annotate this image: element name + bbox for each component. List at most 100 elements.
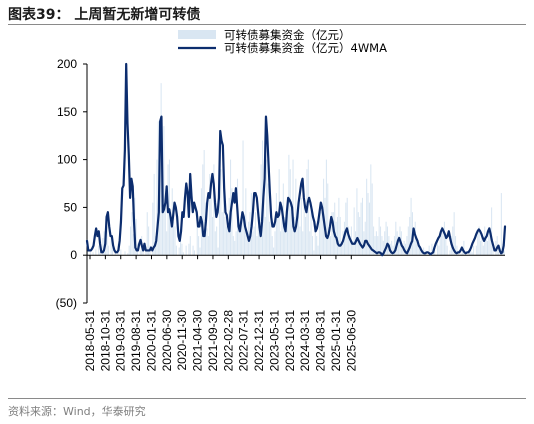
- bar: [421, 253, 423, 256]
- x-tick-labels: 2018-05-31 2018-10-31 2019-03-31 2019-08-31…: [83, 310, 358, 372]
- x-tick-label: 2018-05-31: [83, 310, 97, 372]
- bar: [274, 231, 276, 256]
- bar: [120, 249, 122, 256]
- source-note: 资料来源：Wind，华泰研究: [8, 405, 146, 418]
- x-tick-label: 2025-06-30: [344, 310, 358, 372]
- bar: [492, 247, 494, 256]
- y-tick-label: 0: [70, 248, 77, 262]
- bar: [356, 188, 358, 256]
- bar: [348, 226, 350, 256]
- bar: [477, 231, 479, 256]
- bar: [357, 212, 359, 256]
- bar: [456, 245, 458, 256]
- bar: [285, 231, 287, 256]
- bar: [330, 236, 332, 256]
- bar: [385, 221, 387, 256]
- x-tick-label: 2025-01-31: [329, 310, 343, 372]
- bar: [375, 231, 377, 256]
- bar: [110, 234, 112, 256]
- bar: [327, 183, 329, 256]
- bar: [463, 240, 465, 256]
- bar: [468, 252, 470, 256]
- bar: [178, 247, 180, 256]
- bar: [286, 202, 289, 256]
- bar: [410, 197, 412, 256]
- bar: [214, 231, 216, 256]
- legend: 可转债募集资金（亿元） 可转债募集资金（亿元）4WMA: [178, 28, 387, 55]
- bar: [103, 231, 105, 256]
- bar: [89, 250, 91, 256]
- bar: [395, 221, 397, 256]
- bar: [289, 169, 291, 256]
- x-tick-label: 2019-08-31: [129, 310, 143, 372]
- bar: [461, 250, 463, 256]
- bar: [132, 234, 134, 256]
- bar: [163, 126, 165, 256]
- bar: [334, 202, 336, 256]
- bar: [392, 245, 394, 256]
- bar: [384, 231, 386, 256]
- bar: [310, 207, 312, 256]
- bar: [471, 252, 473, 256]
- bar: [491, 207, 493, 256]
- bar: [470, 249, 472, 256]
- bar: [295, 178, 297, 256]
- bar: [216, 226, 218, 256]
- figure-title: 图表39： 上周暂无新增可转债: [8, 7, 201, 23]
- legend-label-line: 可转债募集资金（亿元）4WMA: [224, 41, 387, 55]
- bar: [317, 245, 319, 256]
- bar: [181, 243, 183, 256]
- bar: [420, 251, 422, 256]
- bar: [221, 212, 223, 256]
- bar: [314, 226, 316, 256]
- bar: [255, 212, 257, 256]
- bar: [377, 236, 379, 256]
- bar: [185, 245, 187, 256]
- bar: [338, 197, 340, 256]
- bar: [374, 236, 376, 256]
- bar: [434, 250, 436, 256]
- chart-svg: 可转债募集资金（亿元） 可转债募集资金（亿元）4WMA (50) 0 50 100 15…: [56, 28, 507, 372]
- bar: [193, 250, 195, 256]
- source-divider: [8, 398, 526, 399]
- bar: [311, 236, 314, 256]
- bar: [199, 247, 201, 256]
- bar: [224, 216, 226, 256]
- bar: [256, 236, 258, 256]
- bar: [346, 197, 348, 256]
- bar: [442, 231, 444, 256]
- bar: [478, 226, 480, 256]
- bar: [245, 188, 247, 256]
- bar: [453, 212, 455, 256]
- bar: [114, 252, 116, 256]
- bar: [270, 202, 272, 256]
- x-tick-label: 2024-08-31: [314, 310, 328, 372]
- bar: [95, 249, 97, 256]
- bar: [192, 245, 194, 256]
- bar: [98, 245, 100, 256]
- bar: [331, 212, 333, 256]
- bar: [341, 245, 343, 256]
- bar: [449, 250, 451, 256]
- bar: [413, 240, 415, 256]
- y-tick-label: 100: [57, 153, 77, 167]
- bar: [175, 245, 177, 256]
- bar: [305, 216, 307, 256]
- bar: [309, 231, 311, 256]
- bar: [300, 197, 302, 256]
- bar: [367, 193, 369, 256]
- bar: [252, 231, 254, 256]
- bar: [217, 247, 219, 256]
- bar: [271, 236, 273, 256]
- y-tick-label: 50: [64, 200, 78, 214]
- x-tick-label: 2020-06-30: [160, 310, 174, 372]
- bar: [275, 193, 277, 256]
- bar: [207, 236, 209, 256]
- bar: [481, 236, 483, 256]
- bar: [373, 226, 375, 256]
- bar: [225, 226, 227, 256]
- bar: [382, 240, 384, 256]
- bar: [139, 250, 141, 256]
- bar: [198, 236, 200, 256]
- bar: [213, 164, 215, 256]
